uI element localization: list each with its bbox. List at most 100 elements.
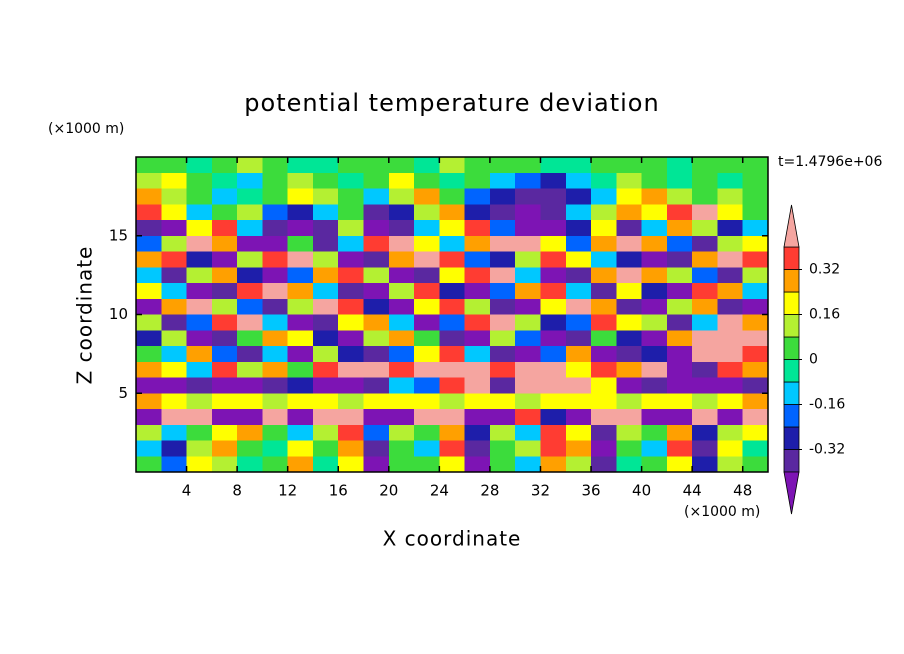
contour-cell — [616, 409, 643, 426]
contour-cell — [262, 188, 289, 205]
contour-cell — [211, 172, 238, 189]
contour-cell — [161, 361, 188, 378]
contour-cell — [363, 298, 390, 315]
contour-cell — [287, 235, 314, 252]
contour-cell — [414, 251, 440, 268]
contour-cell — [464, 298, 491, 315]
contour-cell — [515, 361, 541, 378]
contour-cell — [742, 440, 769, 457]
contour-cell — [489, 298, 516, 315]
contour-cell — [565, 393, 592, 410]
contour-cell — [666, 220, 693, 237]
x-tick-label: 36 — [581, 482, 600, 500]
contour-cell — [565, 220, 592, 237]
contour-cell — [692, 409, 718, 426]
contour-cell — [565, 235, 592, 252]
contour-cell — [591, 393, 617, 410]
contour-cell — [287, 346, 314, 363]
contour-cell — [388, 440, 415, 457]
contour-cell — [338, 204, 365, 221]
contour-cell — [489, 440, 516, 457]
chart-title: potential temperature deviation — [244, 89, 659, 117]
contour-cell — [237, 456, 263, 473]
contour-cell — [262, 283, 289, 300]
contour-cell — [414, 440, 440, 457]
contour-cell — [489, 267, 516, 284]
contour-cell — [262, 393, 289, 410]
contour-cell — [136, 298, 162, 315]
contour-cell — [666, 440, 693, 457]
contour-cell — [136, 235, 162, 252]
contour-cell — [363, 283, 390, 300]
contour-cell — [742, 424, 769, 441]
contour-cell — [414, 393, 440, 410]
contour-cell — [262, 172, 289, 189]
colorbar-label: -0.16 — [809, 397, 845, 413]
contour-cell — [742, 172, 769, 189]
contour-cell — [742, 267, 769, 284]
contour-cell — [666, 157, 693, 174]
contour-cell — [666, 314, 693, 331]
contour-cell — [717, 267, 744, 284]
contour-cell — [338, 456, 365, 473]
contour-cell — [136, 456, 162, 473]
contour-cell — [414, 456, 440, 473]
contour-cell — [742, 283, 769, 300]
contour-cell — [641, 157, 668, 174]
contour-cell — [540, 409, 567, 426]
contour-cell — [540, 346, 567, 363]
contour-cell — [439, 188, 466, 205]
contour-cell — [262, 377, 289, 394]
contour-cell — [312, 377, 339, 394]
contour-cell — [388, 157, 415, 174]
contour-cell — [388, 283, 415, 300]
contour-cell — [717, 330, 744, 347]
contour-cell — [641, 204, 668, 221]
contour-cell — [186, 314, 213, 331]
contour-cell — [186, 188, 213, 205]
contour-cell — [641, 283, 668, 300]
contour-cell — [136, 314, 162, 331]
contour-cell — [742, 204, 769, 221]
contour-cell — [211, 424, 238, 441]
contour-cell — [616, 172, 643, 189]
contour-cell — [742, 235, 769, 252]
contour-cell — [414, 188, 440, 205]
contour-cell — [388, 204, 415, 221]
contour-cell — [666, 330, 693, 347]
contour-cell — [489, 346, 516, 363]
contour-cell — [363, 314, 390, 331]
contour-cell — [237, 440, 263, 457]
contour-cell — [338, 361, 365, 378]
contour-cell — [616, 424, 643, 441]
contour-cell — [136, 172, 162, 189]
contour-cell — [515, 314, 541, 331]
contour-cell — [641, 172, 668, 189]
contour-cell — [565, 314, 592, 331]
contour-cell — [591, 188, 617, 205]
contour-cell — [591, 440, 617, 457]
contour-cell — [591, 314, 617, 331]
contour-cell — [237, 298, 263, 315]
contour-cell — [489, 393, 516, 410]
contour-cell — [262, 346, 289, 363]
contour-cell — [641, 409, 668, 426]
contour-cell — [565, 456, 592, 473]
contour-cell — [515, 267, 541, 284]
contour-cell — [641, 440, 668, 457]
contour-cell — [717, 204, 744, 221]
contour-cell — [439, 298, 466, 315]
contour-cell — [717, 157, 744, 174]
contour-cell — [414, 235, 440, 252]
contour-cell — [338, 220, 365, 237]
contour-cell — [641, 314, 668, 331]
contour-cell — [616, 283, 643, 300]
contour-cell — [565, 409, 592, 426]
contour-cell — [717, 456, 744, 473]
contour-cell — [540, 283, 567, 300]
contour-cell — [489, 330, 516, 347]
contour-cell — [211, 157, 238, 174]
contour-cell — [312, 314, 339, 331]
contour-cell — [464, 267, 491, 284]
contour-cell — [388, 377, 415, 394]
